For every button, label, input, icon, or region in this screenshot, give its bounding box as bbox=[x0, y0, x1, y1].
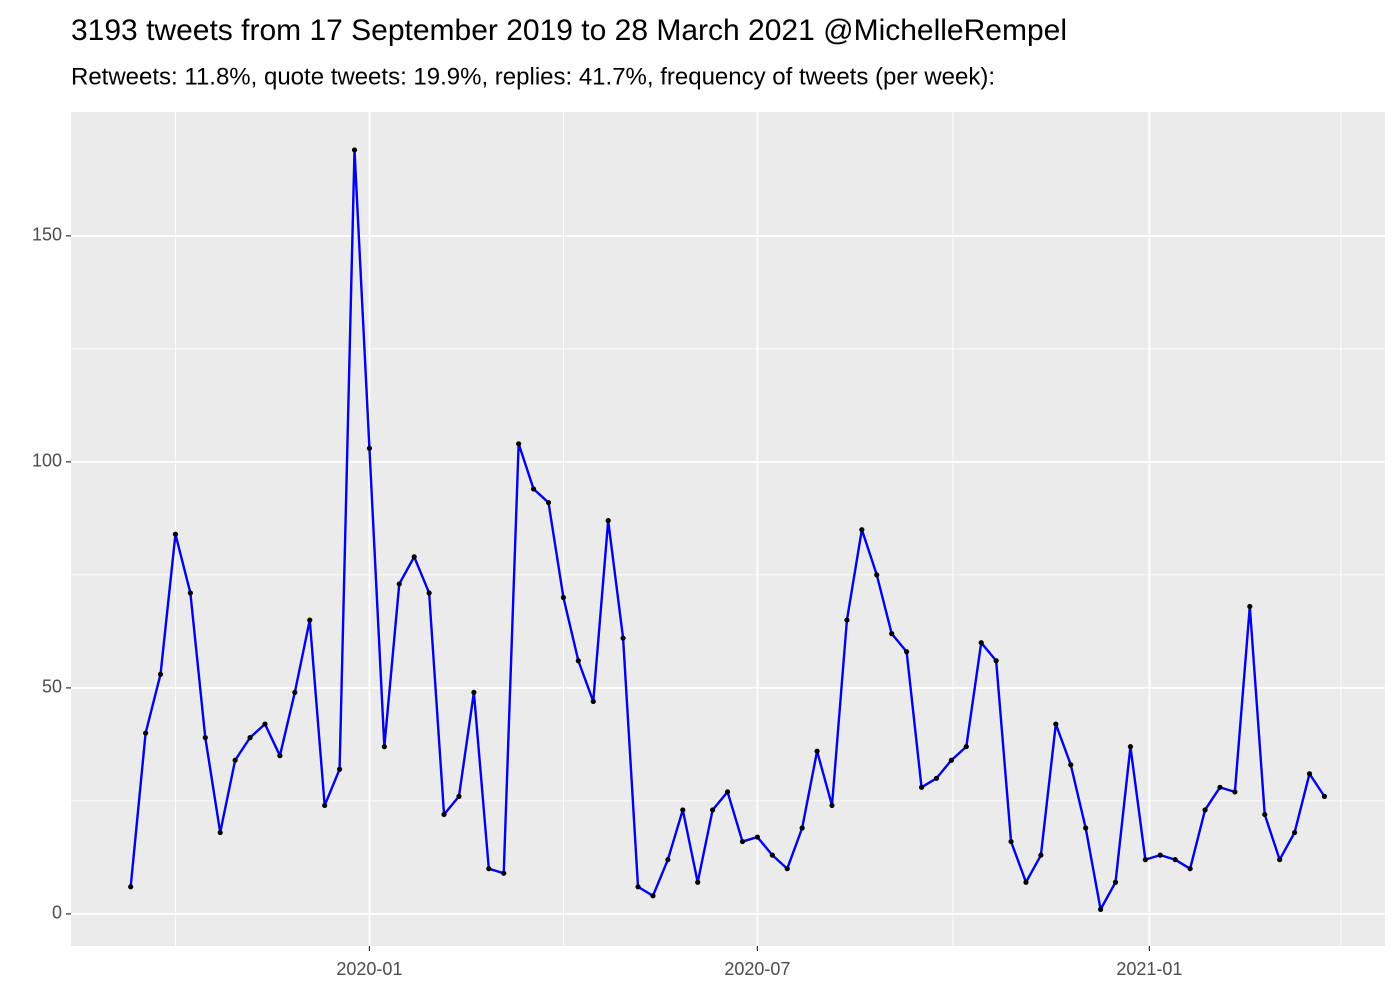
data-point bbox=[650, 893, 656, 899]
chart-title: 3193 tweets from 17 September 2019 to 28… bbox=[71, 14, 1067, 47]
data-point bbox=[157, 671, 164, 677]
data-point bbox=[695, 879, 701, 885]
data-point bbox=[322, 802, 328, 809]
data-point bbox=[1172, 857, 1178, 863]
data-point bbox=[1023, 879, 1029, 885]
data-point bbox=[1157, 852, 1163, 858]
data-point bbox=[1127, 744, 1134, 750]
data-point bbox=[1321, 793, 1328, 799]
data-point bbox=[784, 866, 790, 872]
data-point bbox=[605, 518, 611, 524]
data-point bbox=[202, 735, 208, 741]
data-point bbox=[1247, 603, 1253, 610]
chart-subtitle: Retweets: 11.8%, quote tweets: 19.9%, re… bbox=[71, 63, 995, 90]
data-point bbox=[680, 807, 686, 813]
y-tick-label: 50 bbox=[42, 677, 62, 697]
data-point bbox=[963, 744, 969, 750]
data-point bbox=[277, 753, 283, 759]
data-point bbox=[292, 689, 298, 696]
data-point bbox=[411, 554, 417, 560]
data-point bbox=[635, 884, 641, 890]
data-point bbox=[516, 441, 522, 447]
x-tick-label: 2021-01 bbox=[1116, 959, 1182, 979]
data-point bbox=[351, 147, 358, 153]
data-point bbox=[799, 825, 805, 831]
x-tick-label: 2020-07 bbox=[724, 959, 790, 979]
data-point bbox=[620, 635, 626, 641]
data-point bbox=[1142, 857, 1148, 863]
data-point bbox=[978, 640, 984, 646]
data-point bbox=[456, 793, 462, 799]
data-point bbox=[889, 631, 895, 637]
data-point bbox=[307, 617, 313, 623]
data-point bbox=[1112, 879, 1119, 885]
data-point bbox=[948, 757, 954, 763]
data-point bbox=[1068, 762, 1074, 768]
data-point bbox=[724, 789, 731, 795]
data-point bbox=[1306, 771, 1313, 777]
data-point bbox=[471, 689, 477, 696]
data-point bbox=[545, 499, 552, 506]
data-point bbox=[590, 698, 596, 705]
data-point bbox=[829, 802, 835, 809]
data-point bbox=[1232, 789, 1238, 795]
data-point bbox=[1202, 807, 1208, 813]
data-point bbox=[1277, 857, 1283, 863]
y-tick-label: 0 bbox=[52, 903, 62, 923]
data-point bbox=[754, 834, 760, 840]
data-point bbox=[575, 658, 581, 664]
data-point bbox=[486, 866, 492, 872]
data-point bbox=[426, 590, 432, 596]
data-point bbox=[933, 775, 940, 781]
data-point bbox=[665, 857, 671, 863]
data-point bbox=[530, 486, 537, 492]
data-point bbox=[918, 784, 925, 790]
data-point bbox=[501, 870, 507, 876]
data-point bbox=[217, 829, 223, 836]
data-point bbox=[739, 838, 746, 845]
data-point bbox=[1291, 829, 1298, 836]
data-point bbox=[1262, 811, 1268, 818]
data-point bbox=[814, 748, 820, 754]
data-point bbox=[859, 527, 865, 533]
data-point bbox=[874, 572, 880, 578]
plot-panel bbox=[71, 112, 1385, 946]
data-point bbox=[143, 730, 149, 736]
data-point bbox=[1097, 906, 1104, 912]
data-point bbox=[232, 757, 238, 763]
y-tick-label: 150 bbox=[32, 225, 62, 245]
data-point bbox=[1187, 866, 1193, 872]
y-tick-label: 100 bbox=[32, 451, 62, 471]
data-point bbox=[844, 617, 850, 623]
data-point bbox=[128, 884, 134, 890]
data-point bbox=[710, 807, 716, 813]
data-point bbox=[366, 445, 373, 451]
data-point bbox=[247, 735, 253, 741]
data-point bbox=[1083, 825, 1089, 831]
data-point bbox=[904, 649, 910, 655]
x-tick-label: 2020-01 bbox=[336, 959, 402, 979]
data-point bbox=[187, 590, 193, 596]
data-point bbox=[1038, 852, 1044, 858]
data-point bbox=[560, 594, 567, 601]
data-point bbox=[769, 852, 775, 858]
data-point bbox=[336, 766, 343, 772]
data-point bbox=[1217, 784, 1223, 790]
data-point bbox=[993, 658, 999, 664]
data-point bbox=[1053, 721, 1059, 727]
data-point bbox=[396, 581, 402, 587]
data-point bbox=[381, 744, 387, 750]
data-point bbox=[441, 811, 447, 818]
data-point bbox=[1008, 838, 1014, 845]
data-point bbox=[262, 721, 268, 727]
data-point bbox=[172, 531, 179, 537]
